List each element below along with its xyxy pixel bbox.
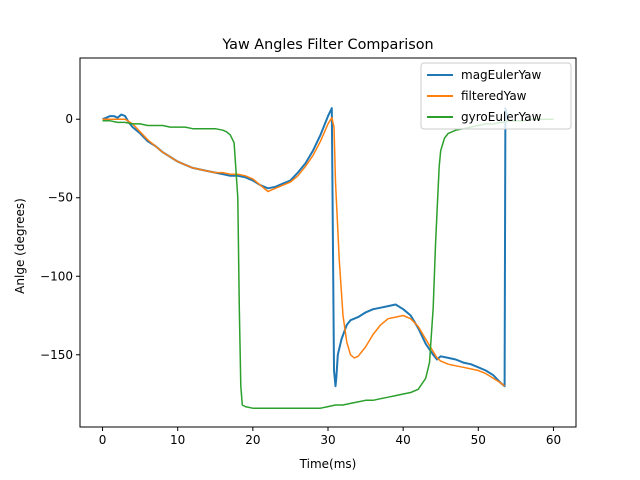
x-tick-label: 20 — [245, 433, 260, 447]
legend-label-filteredYaw: filteredYaw — [461, 89, 527, 103]
x-tick-label: 30 — [320, 433, 335, 447]
legend: magEulerYaw filteredYaw gyroEulerYaw — [420, 62, 572, 130]
legend-label-magEulerYaw: magEulerYaw — [461, 68, 542, 82]
series-line-filteredYaw — [102, 116, 506, 387]
x-tick-label: 40 — [396, 433, 411, 447]
x-axis: 0 10 20 30 40 50 60 — [99, 427, 561, 447]
x-tick-label: 50 — [471, 433, 486, 447]
chart-title: Yaw Angles Filter Comparison — [221, 37, 433, 53]
y-tick-label: −150 — [40, 348, 73, 362]
y-axis: 0 −50 −100 −150 — [40, 112, 80, 362]
x-tick-label: 60 — [546, 433, 561, 447]
x-axis-label: Time(ms) — [299, 457, 357, 471]
y-tick-label: −100 — [40, 269, 73, 283]
y-tick-label: 0 — [65, 112, 73, 126]
y-axis-label: Anlge (degrees) — [13, 198, 27, 294]
y-tick-label: −50 — [48, 191, 73, 205]
legend-label-gyroEulerYaw: gyroEulerYaw — [461, 110, 542, 124]
x-tick-label: 0 — [99, 433, 107, 447]
legend-box — [420, 62, 572, 130]
x-tick-label: 10 — [170, 433, 185, 447]
